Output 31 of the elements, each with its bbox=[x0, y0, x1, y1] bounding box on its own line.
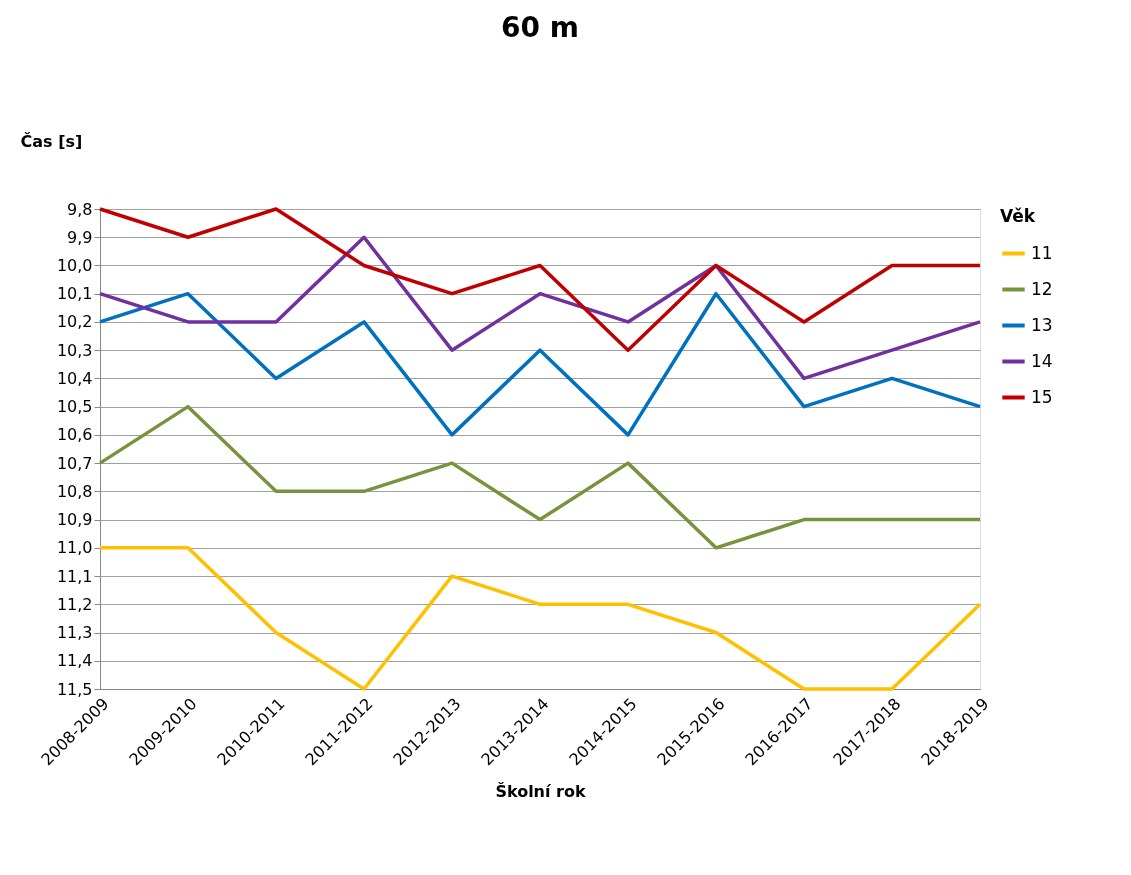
y-tick-label: 11,0 bbox=[56, 538, 93, 558]
legend-label: 11 bbox=[1031, 242, 1053, 263]
y-tick-label: 10,3 bbox=[56, 340, 93, 360]
y-tick-label: 11,3 bbox=[56, 623, 93, 643]
y-tick-label: 9,8 bbox=[67, 199, 93, 219]
legend-label: 13 bbox=[1031, 314, 1053, 335]
y-tick-label: 10,9 bbox=[56, 510, 93, 530]
y-tick-label: 11,1 bbox=[56, 566, 93, 586]
chart-title: 60 m bbox=[501, 11, 579, 44]
legend-label: 14 bbox=[1031, 350, 1053, 371]
line-series bbox=[98, 235, 982, 381]
line-series bbox=[98, 207, 982, 352]
y-axis-title: Čas [s] bbox=[20, 131, 83, 151]
legend-title: Věk bbox=[1000, 206, 1036, 226]
x-axis-title: Školní rok bbox=[495, 782, 586, 802]
y-tick-label: 10,7 bbox=[56, 453, 93, 473]
y-tick-label: 11,5 bbox=[56, 679, 93, 699]
y-tick-label: 11,2 bbox=[56, 594, 93, 614]
y-tick-label: 11,4 bbox=[56, 651, 93, 671]
y-tick-label: 10,2 bbox=[56, 312, 93, 332]
y-tick-label: 10,0 bbox=[56, 255, 93, 275]
y-tick-label: 10,4 bbox=[56, 368, 93, 388]
legend-label: 12 bbox=[1031, 278, 1053, 299]
y-tick-label: 9,9 bbox=[67, 227, 93, 247]
y-tick-label: 10,8 bbox=[56, 481, 93, 501]
y-tick-label: 10,1 bbox=[56, 284, 93, 304]
y-tick-label: 10,5 bbox=[56, 397, 93, 417]
line-series bbox=[98, 404, 982, 550]
line-series bbox=[98, 291, 982, 437]
y-tick-label: 10,6 bbox=[56, 425, 93, 445]
legend-label: 15 bbox=[1031, 386, 1053, 407]
